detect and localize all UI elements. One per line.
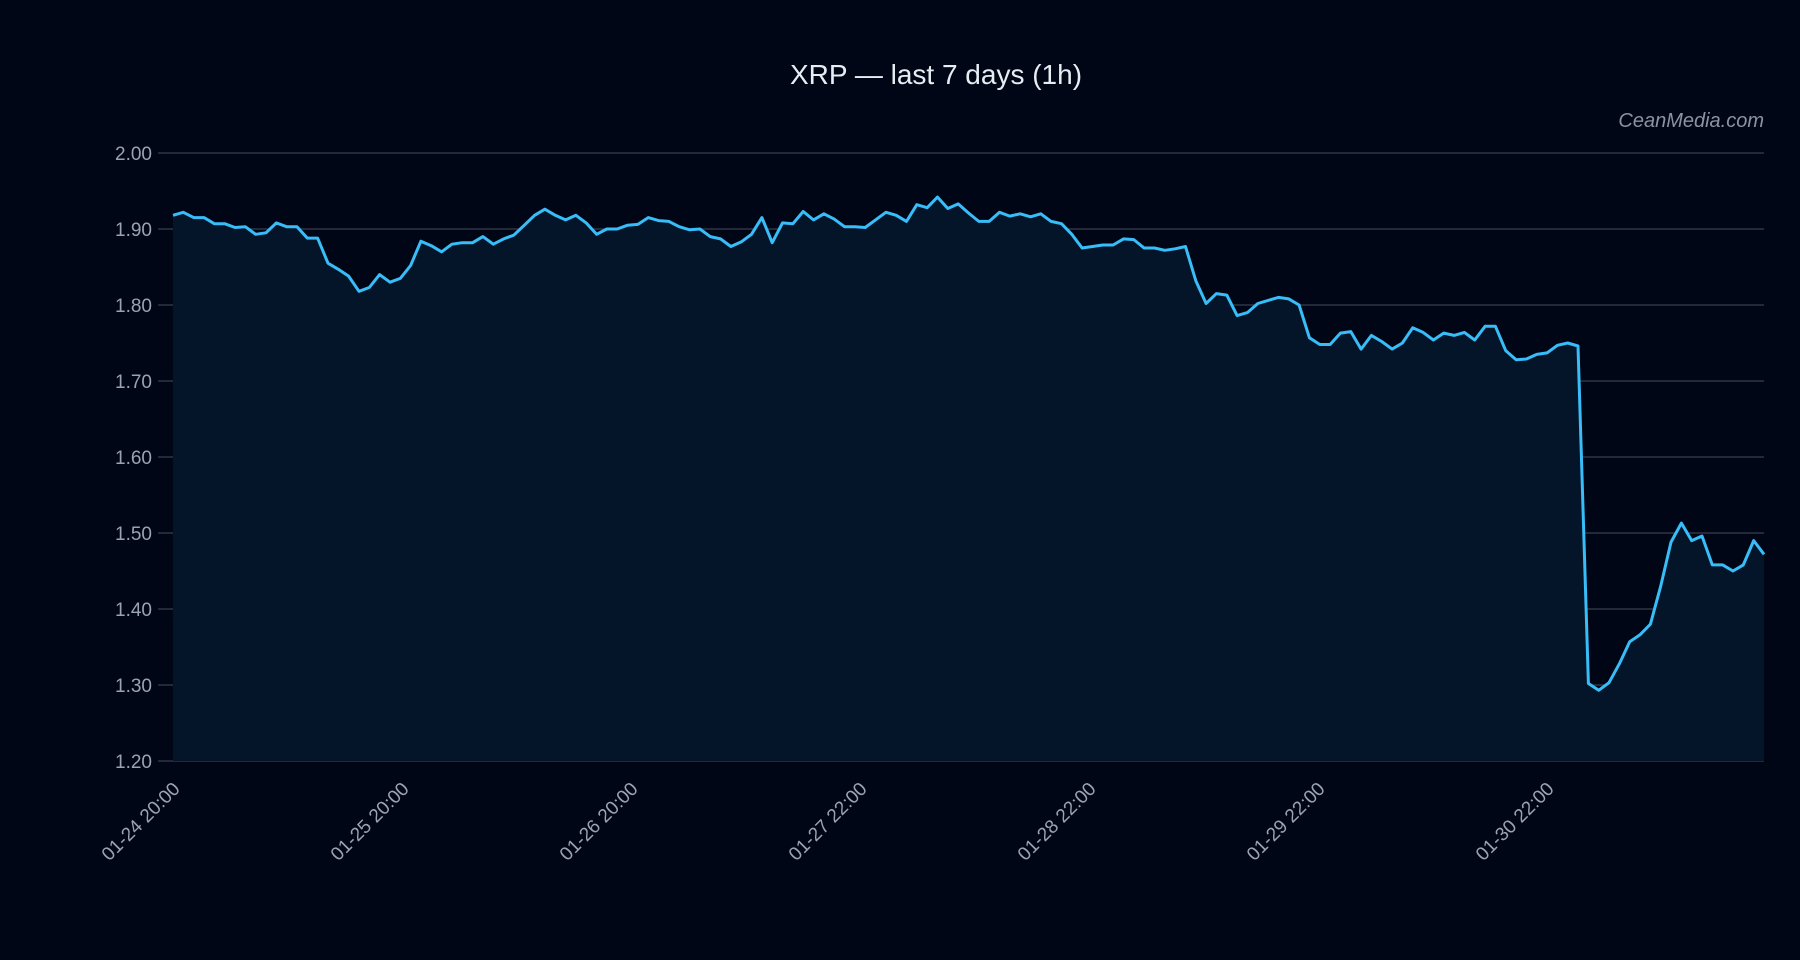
price-area <box>173 197 1764 762</box>
watermark: CeanMedia.com <box>1618 110 1764 132</box>
y-tick-label: 1.50 <box>115 524 152 545</box>
y-tick-label: 1.30 <box>115 676 152 697</box>
y-tick-label: 1.70 <box>115 372 152 393</box>
y-tick-label: 1.60 <box>115 448 152 469</box>
y-tick-label: 1.20 <box>115 752 152 773</box>
price-line <box>172 195 1766 692</box>
y-tick-label: 1.80 <box>115 296 152 317</box>
chart-title: XRP — last 7 days (1h) <box>790 59 1082 90</box>
y-tick-label: 1.90 <box>115 220 152 241</box>
y-tick-label: 1.40 <box>115 600 152 621</box>
y-tick-label: 2.00 <box>115 144 152 165</box>
